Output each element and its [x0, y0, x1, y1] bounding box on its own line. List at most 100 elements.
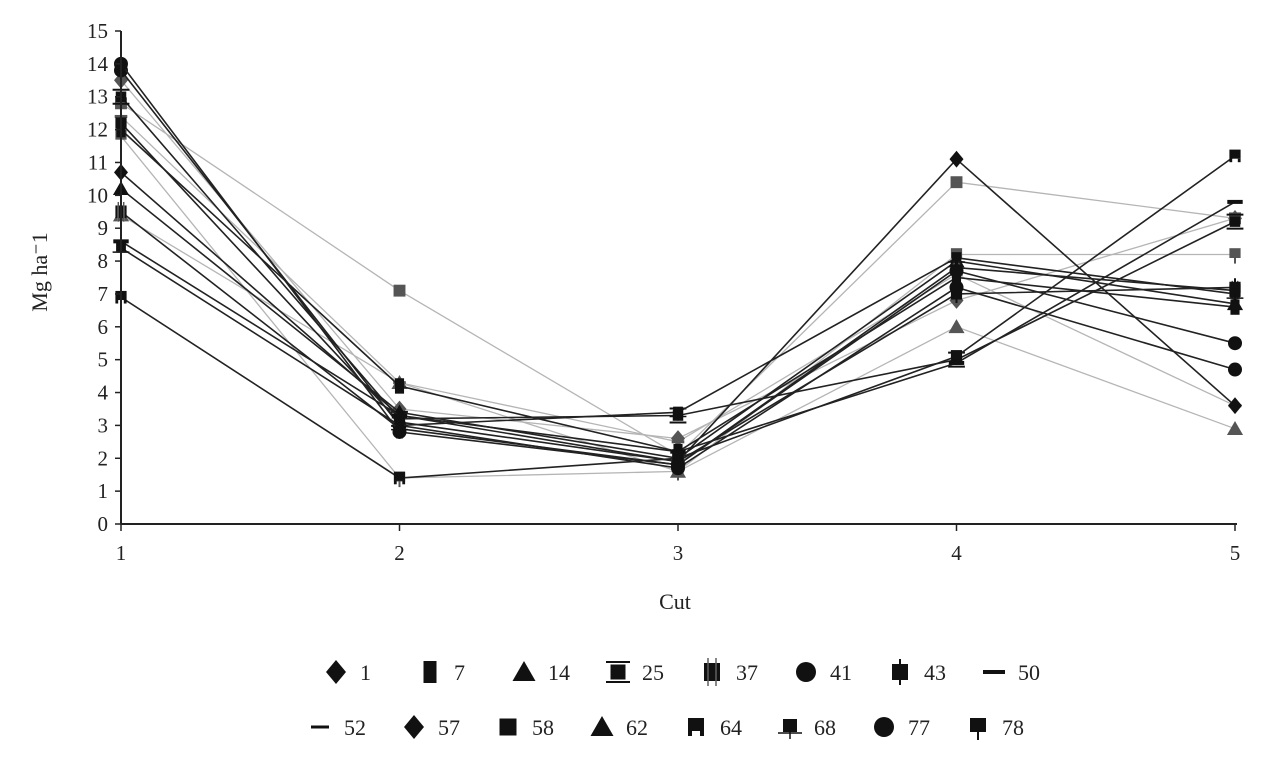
legend-label-7: 7 — [454, 660, 465, 685]
legend-label-14: 14 — [548, 660, 570, 685]
series-77-point — [392, 424, 407, 439]
series-1-point — [1228, 397, 1242, 415]
y-axis-title: Mg ha⁻1 — [27, 232, 52, 311]
x-axis-title: Cut — [659, 589, 691, 614]
legend-label-77: 77 — [908, 715, 930, 740]
series-57 — [114, 71, 1242, 447]
y-tick-label: 2 — [98, 446, 109, 470]
series-64-point — [1229, 149, 1241, 163]
legend-label-1: 1 — [360, 660, 371, 685]
legend-item-41: 41 — [796, 660, 852, 685]
legend-label-58: 58 — [532, 715, 554, 740]
series-62-point — [1226, 420, 1244, 435]
series-50-point — [1227, 199, 1243, 204]
y-tick-label: 5 — [98, 348, 109, 372]
series-50-point — [948, 360, 965, 365]
series-57-line — [120, 79, 1236, 440]
legend-label-25: 25 — [642, 660, 664, 685]
series-64-point — [393, 471, 406, 485]
legend-marker-14 — [512, 661, 536, 681]
series-64-point — [950, 350, 963, 363]
legend-marker-52 — [311, 725, 329, 729]
legend-label-37: 37 — [736, 660, 758, 685]
series-77-point — [949, 263, 964, 278]
series-77 — [114, 56, 1242, 472]
series-1-point — [949, 150, 964, 168]
series-62-point — [948, 319, 965, 334]
series-layer — [112, 56, 1244, 488]
legend-item-52: 52 — [311, 715, 366, 740]
series-77-point — [1228, 336, 1242, 351]
series-14-point — [1226, 296, 1244, 311]
legend-item-64: 64 — [688, 715, 742, 740]
legend-item-1: 1 — [326, 660, 371, 685]
legend-marker-78 — [970, 718, 986, 740]
legend-item-7: 7 — [423, 660, 465, 685]
y-tick-label: 14 — [87, 52, 109, 76]
series-52-line — [120, 116, 1236, 443]
legend-label-41: 41 — [830, 660, 852, 685]
y-tick-label: 3 — [98, 413, 109, 437]
y-tick-label: 8 — [98, 249, 109, 273]
y-tick-label: 7 — [98, 282, 109, 306]
y-tick-label: 11 — [88, 150, 108, 174]
legend-item-43: 43 — [892, 659, 946, 685]
series-7-point — [394, 378, 405, 394]
legend-marker-68 — [778, 719, 802, 739]
legend-label-64: 64 — [720, 715, 742, 740]
series-25-point — [1226, 213, 1244, 230]
y-tick-label: 12 — [87, 118, 108, 142]
series-50-point — [670, 449, 686, 454]
legend-marker-25 — [606, 661, 630, 683]
legend-item-68: 68 — [778, 715, 836, 740]
series-41-point — [1228, 362, 1242, 377]
y-tick-label: 1 — [98, 479, 109, 503]
series-68-point — [1226, 288, 1244, 303]
legend-item-58: 58 — [499, 715, 554, 740]
legend-label-62: 62 — [626, 715, 648, 740]
legend-item-25: 25 — [606, 660, 664, 685]
legend-label-78: 78 — [1002, 715, 1024, 740]
legend-marker-41 — [796, 662, 816, 682]
legend-item-37: 37 — [704, 658, 758, 686]
series-78-line — [120, 135, 1235, 479]
legend-label-52: 52 — [344, 715, 366, 740]
y-tick-label: 6 — [98, 315, 109, 339]
legend-marker-1 — [326, 660, 346, 684]
legend-item-77: 77 — [874, 715, 930, 740]
legend-marker-7 — [423, 661, 437, 683]
series-50-point — [391, 413, 408, 418]
x-tick-label: 3 — [673, 541, 684, 565]
series-57-point — [671, 430, 685, 447]
series-58-point — [393, 284, 406, 297]
y-tick-label: 13 — [87, 85, 108, 109]
legend-marker-58 — [499, 718, 517, 736]
legend-item-14: 14 — [512, 660, 570, 685]
series-68-line — [120, 247, 1236, 427]
legend-marker-50 — [983, 670, 1005, 674]
legend-label-68: 68 — [814, 715, 836, 740]
legend-item-50: 50 — [983, 660, 1040, 685]
legend-item-57: 57 — [404, 715, 460, 740]
legend-marker-77 — [874, 717, 894, 737]
y-tick-label: 0 — [98, 512, 109, 536]
series-43-point — [950, 284, 963, 304]
axes-layer — [120, 31, 1237, 525]
series-77-line — [120, 63, 1236, 466]
legend-label-57: 57 — [438, 715, 460, 740]
x-tick-label: 2 — [394, 541, 405, 565]
series-37-line — [120, 211, 1236, 466]
x-tick-label: 4 — [951, 541, 962, 565]
y-tick-label: 4 — [98, 381, 109, 405]
legend-marker-62 — [590, 716, 614, 736]
y-tick-label: 15 — [87, 19, 108, 43]
legend-label-43: 43 — [924, 660, 946, 685]
legend: 1 7 14 25 37 41 43 50 52 57 58 62 64 68 77 78 — [311, 658, 1040, 740]
series-77-point — [671, 457, 685, 472]
x-tick-label: 1 — [116, 541, 127, 565]
legend-item-62: 62 — [590, 715, 648, 740]
legend-marker-43 — [892, 659, 908, 685]
legend-item-78: 78 — [970, 715, 1024, 740]
